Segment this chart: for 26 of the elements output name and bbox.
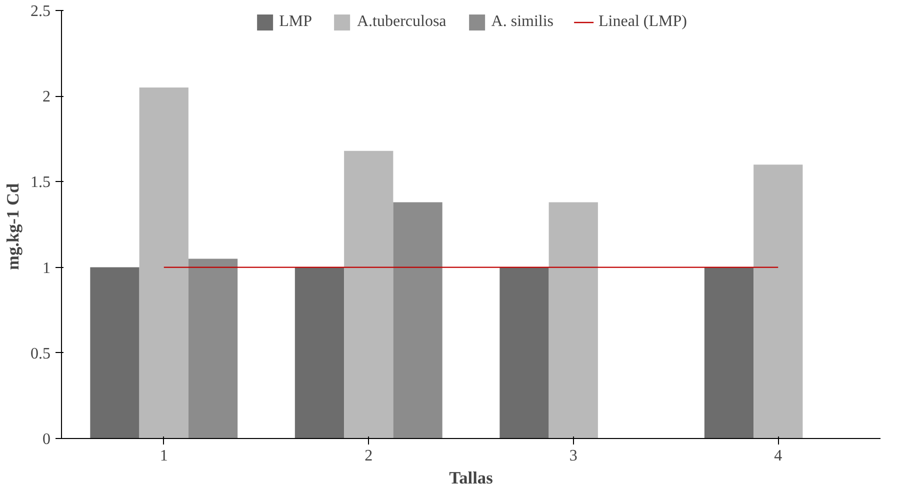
bar [344,150,394,438]
bar [500,267,549,438]
bar [754,164,803,438]
x-tick-label: 4 [774,448,782,464]
bar [188,258,238,438]
legend-label: Lineal (LMP) [598,13,687,31]
x-tick-label: 1 [160,448,168,464]
y-axis-title: mg.kg-1 Cd [4,182,22,270]
x-tick-label: 2 [364,448,373,464]
bar [90,267,140,438]
x-axis-title: Tallas [449,468,494,488]
x-tick-label: 3 [569,448,578,464]
bar [704,267,754,438]
y-tick-label: 2.5 [30,3,50,20]
bar [393,202,442,438]
y-tick-label: 2 [42,88,50,106]
y-tick-label: 1.5 [30,174,50,192]
legend-label: A. similis [491,13,554,31]
bar [294,267,344,438]
bar [548,202,598,438]
y-tick-label: 0 [42,431,50,448]
legend-label: A.tuberculosa [356,13,446,31]
bar [139,88,188,438]
y-tick-label: 0.5 [30,345,50,362]
legend-label: LMP [279,13,312,31]
y-tick-label: 1 [42,260,50,277]
